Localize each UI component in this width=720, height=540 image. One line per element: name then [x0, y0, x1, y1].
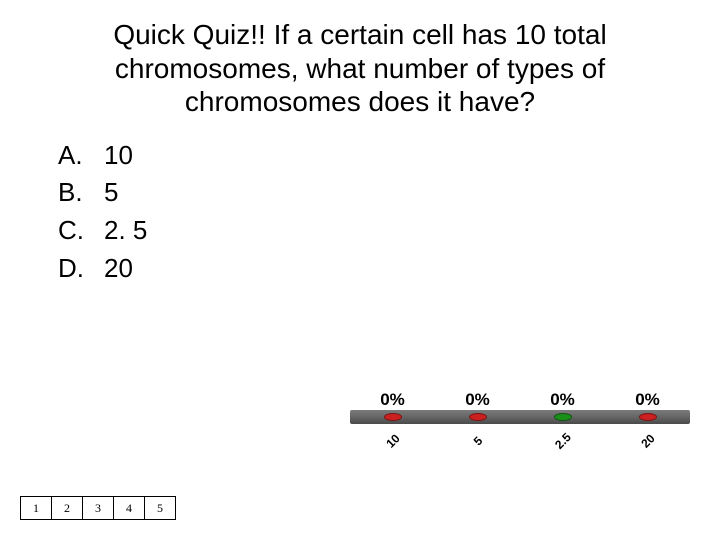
chart-marker [639, 413, 657, 421]
percent-label: 0% [618, 390, 678, 410]
percent-label: 0% [533, 390, 593, 410]
answer-option: D. 20 [58, 250, 720, 288]
answer-option: C. 2. 5 [58, 212, 720, 250]
chart-marker [554, 413, 572, 421]
countdown-box: 3 [82, 496, 114, 520]
answer-text: 5 [104, 174, 118, 212]
percent-label: 0% [363, 390, 423, 410]
countdown-box: 4 [113, 496, 145, 520]
percent-label: 0% [448, 390, 508, 410]
countdown-box: 5 [144, 496, 176, 520]
answer-letter: C. [58, 212, 104, 250]
response-chart: 0% 0% 0% 0% 10 5 2.5 20 [350, 378, 690, 488]
answer-letter: A. [58, 137, 104, 175]
countdown-box: 1 [20, 496, 52, 520]
chart-marker [384, 413, 402, 421]
answer-text: 20 [104, 250, 133, 288]
answer-text: 10 [104, 137, 133, 175]
countdown-boxes: 1 2 3 4 5 [20, 496, 176, 520]
answer-text: 2. 5 [104, 212, 147, 250]
countdown-box: 2 [51, 496, 83, 520]
question-text: Quick Quiz!! If a certain cell has 10 to… [0, 0, 720, 119]
percent-row: 0% 0% 0% 0% [350, 378, 690, 410]
answer-list: A. 10 B. 5 C. 2. 5 D. 20 [58, 137, 720, 288]
answer-letter: D. [58, 250, 104, 288]
answer-option: B. 5 [58, 174, 720, 212]
category-row: 10 5 2.5 20 [350, 434, 690, 448]
answer-option: A. 10 [58, 137, 720, 175]
answer-letter: B. [58, 174, 104, 212]
chart-marker [469, 413, 487, 421]
